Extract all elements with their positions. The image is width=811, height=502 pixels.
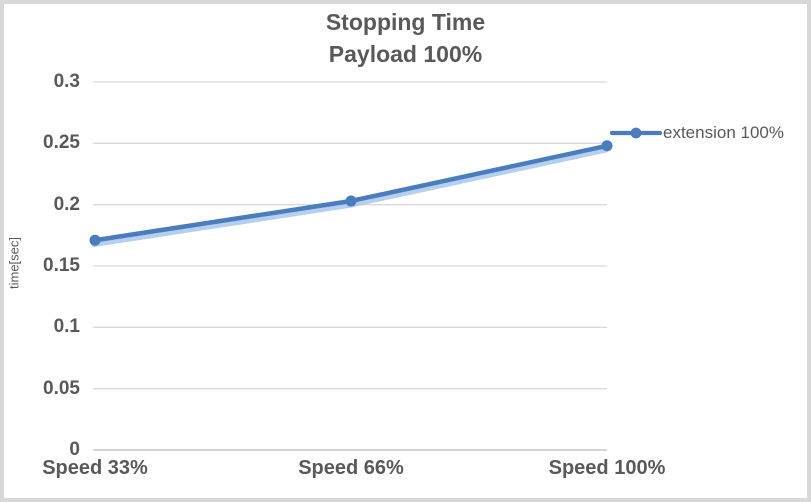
y-tick-label: 0 — [69, 439, 80, 460]
legend-line-marker-icon — [610, 127, 662, 139]
y-tick-label: 0.1 — [53, 316, 80, 338]
chart-title-line1: Stopping Time — [325, 9, 486, 35]
y-tick-label: 0.2 — [53, 193, 80, 215]
legend-label: extension 100% — [663, 123, 784, 142]
data-point-marker — [345, 195, 357, 207]
x-axis-label: Speed 33% — [42, 457, 148, 479]
y-tick-label: 0.05 — [43, 377, 80, 399]
x-axis-label: Speed 100% — [548, 457, 666, 479]
legend: extension 100% — [610, 120, 784, 146]
y-tick-label: 0.3 — [53, 71, 80, 92]
data-point-marker — [601, 140, 613, 152]
data-line — [92, 143, 610, 243]
chart-title: Stopping Time Payload 100% — [0, 6, 811, 70]
y-tick-label: 0.15 — [43, 255, 80, 276]
x-axis-label: Speed 66% — [298, 457, 404, 479]
y-tick-label: 0.25 — [43, 132, 80, 154]
data-point-marker — [89, 234, 101, 246]
chart-title-line2: Payload 100% — [328, 41, 483, 67]
